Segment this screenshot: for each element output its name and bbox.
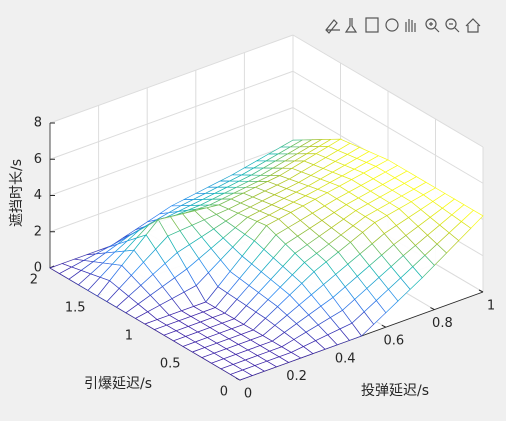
mesh-cell <box>229 369 253 381</box>
z-tick-label: 8 <box>34 116 42 131</box>
y-tick-label: 0 <box>220 385 228 400</box>
toolbar-data-tips[interactable] <box>344 18 358 33</box>
toolbar-rotate[interactable] <box>385 18 399 32</box>
toolbar-pan[interactable] <box>405 19 416 32</box>
x-tick <box>430 307 435 311</box>
grid-line <box>292 70 484 184</box>
x-tick-label: 0.2 <box>286 369 307 384</box>
x-tick-label: 0.6 <box>383 334 404 349</box>
toolbar-zoom-in[interactable] <box>425 18 437 30</box>
x-tick <box>478 289 484 293</box>
y-tick-label: 1 <box>125 329 133 344</box>
toolbar-legend[interactable] <box>365 17 379 33</box>
y-tick-label: 1.5 <box>65 301 86 316</box>
y-tick-label: 2 <box>30 273 38 288</box>
z-tick-label: 2 <box>34 224 42 239</box>
y-axis-label: 引爆延迟/s <box>84 376 152 392</box>
z-axis-label: 遮挡时长/s <box>9 159 25 227</box>
grid-line <box>292 34 484 148</box>
toolbar[interactable] <box>325 17 481 34</box>
y-tick-label: 0.5 <box>160 357 181 372</box>
grid-line <box>49 107 294 196</box>
x-tick-label: 0 <box>244 387 252 402</box>
toolbar-home[interactable] <box>465 18 481 33</box>
z-tick-label: 4 <box>34 188 42 203</box>
x-tick <box>381 324 387 328</box>
x-axis-label: 投弹延迟/s <box>361 383 429 399</box>
z-tick-label: 6 <box>34 152 42 167</box>
toolbar-zoom-out[interactable] <box>445 18 457 30</box>
x-tick-label: 0.8 <box>432 316 453 331</box>
toolbar-brush[interactable] <box>325 19 340 34</box>
grid-line <box>49 143 294 233</box>
grid-line <box>49 70 294 160</box>
x-tick-label: 0.4 <box>335 351 356 366</box>
x-tick-label: 1 <box>487 299 495 314</box>
grid-line <box>49 34 294 124</box>
z-tick-label: 0 <box>34 261 42 276</box>
